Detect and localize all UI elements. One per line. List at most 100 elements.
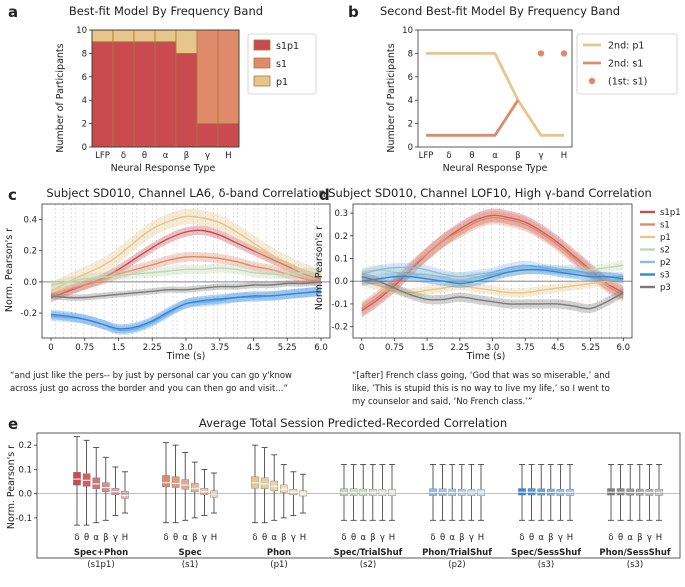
panel-e-group-model: (p1) bbox=[270, 560, 287, 570]
panel-c-band-s3 bbox=[51, 286, 321, 334]
panel-e-box bbox=[181, 479, 190, 490]
panel-e-box bbox=[280, 484, 288, 493]
panel-e-ytick: 0.0 bbox=[18, 490, 32, 500]
panel-e-band-label: θ bbox=[618, 533, 623, 543]
panel-e-group-name: Phon bbox=[267, 548, 291, 558]
panel-e-band-label: δ bbox=[519, 533, 524, 543]
panel-e-band-label: θ bbox=[529, 533, 534, 543]
panel-e-group-model: (s3) bbox=[627, 560, 643, 570]
panel-b-ytick: 4 bbox=[408, 96, 413, 106]
panel-e-band-label: H bbox=[122, 533, 128, 543]
panel-e-band-label: γ bbox=[113, 533, 118, 543]
panel-e-band-label: β bbox=[459, 533, 464, 543]
panel-e-band-label: H bbox=[567, 533, 573, 543]
panel-b-letter: b bbox=[348, 3, 359, 21]
panel-a-xtick: α bbox=[163, 151, 169, 161]
panel-e-band-label: α bbox=[627, 533, 633, 543]
panel-e-letter: e bbox=[8, 415, 18, 433]
panel-a: a Best-fit Model By Frequency Band Numbe… bbox=[8, 3, 317, 174]
panel-b-xtick: θ bbox=[469, 151, 474, 161]
panel-b-xtick: β bbox=[515, 151, 520, 161]
panel-e-band-label: α bbox=[271, 533, 277, 543]
panel-a-bar-s1p1-0 bbox=[91, 41, 114, 148]
panel-c-band-p2 bbox=[51, 286, 321, 336]
panel-b: b Second Best-fit Model By Frequency Ban… bbox=[348, 3, 678, 174]
panel-e-group-model: (s2) bbox=[360, 560, 376, 570]
panel-e-group-model: (s1p1) bbox=[87, 560, 114, 570]
panel-e-group-name: Spec/TrialShuf bbox=[334, 548, 403, 558]
panel-d-ytick: -0.1 bbox=[331, 300, 348, 310]
panel-d-title: Subject SD010, Channel LOF10, High γ-ban… bbox=[328, 186, 652, 200]
panel-e-band-label: α bbox=[182, 533, 188, 543]
panel-a-ytick: 8 bbox=[82, 49, 87, 59]
panel-c-line-p3 bbox=[50, 281, 322, 299]
panel-e-band-label: δ bbox=[608, 533, 613, 543]
panel-a-bar-s1p1-5 bbox=[196, 123, 219, 148]
panel-c-line-p1 bbox=[50, 215, 322, 292]
panel-d-xtick: 1.5 bbox=[420, 343, 434, 353]
panel-a-xtick: LFP bbox=[95, 151, 110, 161]
panel-d: d Subject SD010, Channel LOF10, High γ-b… bbox=[314, 186, 681, 407]
panel-e-band-label: γ bbox=[291, 533, 296, 543]
panel-b-ytick: 6 bbox=[408, 73, 413, 83]
panel-b-point-5 bbox=[537, 50, 545, 57]
panel-a-legend-label-s1: s1 bbox=[276, 59, 287, 70]
panel-e-band-label: α bbox=[449, 533, 455, 543]
panel-d-band-s1 bbox=[361, 210, 624, 316]
panel-e-band-label: θ bbox=[440, 533, 445, 543]
panel-e-group-name: Phon/SessShuf bbox=[599, 548, 671, 558]
panel-e-band-label: H bbox=[478, 533, 484, 543]
panel-e-ytick: 0.1 bbox=[18, 465, 32, 475]
panel-d-ytick: -0.2 bbox=[331, 323, 348, 333]
panel-d-ytick: 0.2 bbox=[334, 232, 348, 242]
panel-d-quote-line-3: my counselor and said, ‘No French class.… bbox=[352, 397, 532, 407]
panel-e-ytick: -0.1 bbox=[15, 514, 32, 524]
panel-e-box bbox=[171, 476, 180, 488]
panel-c-line-s1 bbox=[50, 256, 322, 296]
panel-e-band-label: θ bbox=[262, 533, 267, 543]
panel-e-band-label: γ bbox=[558, 533, 563, 543]
panel-b-ytick: 0 bbox=[408, 143, 413, 153]
panel-c: c Subject SD010, Channel LA6, δ-band Cor… bbox=[4, 186, 331, 394]
panel-c-letter: c bbox=[8, 186, 17, 204]
panel-c-xtick: 0 bbox=[48, 343, 53, 353]
panel-b-xtick: LFP bbox=[419, 151, 434, 161]
panel-a-ytick: 10 bbox=[76, 26, 87, 36]
panel-c-xtick: 1.5 bbox=[112, 343, 126, 353]
panel-a-legend-swatch-s1 bbox=[253, 57, 271, 69]
panel-b-ytick: 10 bbox=[402, 26, 413, 36]
panel-d-line-s1p1 bbox=[361, 214, 624, 312]
panel-a-bar-p1-3 bbox=[154, 29, 177, 43]
panel-d-legend-label-s3: s3 bbox=[660, 271, 670, 281]
panel-d-ytick: 0.1 bbox=[334, 255, 348, 265]
panel-d-line-p2 bbox=[361, 264, 624, 278]
panel-d-legend-label-p1: p1 bbox=[660, 233, 671, 243]
panel-e-band-label: α bbox=[538, 533, 544, 543]
panel-d-band-s1p1 bbox=[361, 208, 624, 318]
panel-e-band-label: β bbox=[192, 533, 197, 543]
panel-e-box bbox=[92, 477, 100, 489]
panel-e-box bbox=[260, 477, 269, 489]
panel-e-box bbox=[162, 475, 170, 488]
panel-d-legend-label-s1p1: s1p1 bbox=[660, 208, 681, 218]
panel-b-legend: 2nd: p1 2nd: s1 (1st: s1) bbox=[576, 33, 678, 95]
panel-a-bar-s1p1-1 bbox=[112, 41, 135, 148]
panel-a-bar-s1p1-2 bbox=[133, 41, 156, 148]
panel-e-band-label: θ bbox=[351, 533, 356, 543]
panel-e: e Average Total Session Predicted-Record… bbox=[6, 415, 681, 570]
panel-c-xtick: 6.0 bbox=[314, 343, 328, 353]
panel-c-quote-line-1: “and just like the pers-- by just by per… bbox=[10, 371, 292, 381]
panel-e-box bbox=[121, 491, 129, 499]
panel-a-bar-p1-4 bbox=[175, 29, 198, 54]
panel-d-legend-label-p2: p2 bbox=[660, 258, 671, 268]
panel-b-frame bbox=[417, 29, 573, 148]
panel-e-frame bbox=[36, 432, 681, 559]
panel-b-xtick: α bbox=[492, 151, 498, 161]
panel-a-xtick: β bbox=[184, 151, 189, 161]
panel-a-ytick: 6 bbox=[82, 73, 87, 83]
panel-c-band-s2 bbox=[51, 263, 321, 290]
panel-a-bar-s1-5 bbox=[196, 29, 219, 124]
panel-a-xtick: γ bbox=[205, 151, 210, 161]
panel-a-xtick: δ bbox=[121, 151, 126, 161]
